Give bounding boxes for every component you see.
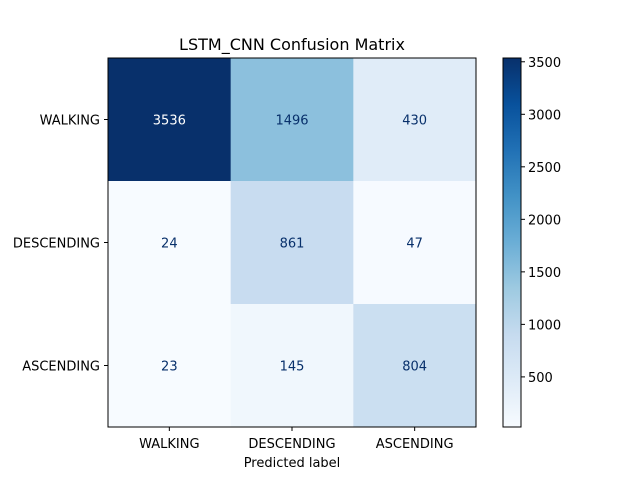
colorbar	[502, 57, 522, 428]
cell-value-label: 23	[161, 360, 178, 375]
cell-value-label: 24	[161, 237, 178, 252]
chart-title: LSTM_CNN Confusion Matrix	[179, 35, 405, 55]
colorbar-tick-label: 2500	[528, 161, 561, 176]
colorbar-tick-label: 500	[528, 371, 553, 386]
y-tick-label: ASCENDING	[22, 360, 100, 375]
heatmap-cell	[353, 58, 477, 182]
heatmap-cell	[108, 58, 232, 182]
x-axis: WALKING DESCENDING ASCENDING	[139, 427, 454, 452]
cell-value-label: 145	[280, 360, 305, 375]
x-axis-label: Predicted label	[244, 456, 341, 471]
heatmap-cell-labels: 3536 1496 430 24 861 47 23 145 804	[153, 114, 427, 375]
cell-value-label: 1496	[275, 114, 308, 129]
colorbar-tick-label: 2000	[528, 213, 561, 228]
heatmap-cell	[108, 181, 232, 305]
x-tick-label: ASCENDING	[376, 437, 454, 452]
colorbar-tick-label: 1000	[528, 318, 561, 333]
colorbar-ticks: 500 1000 1500 2000 2500 3000 3500	[521, 56, 561, 386]
cell-value-label: 3536	[153, 114, 186, 129]
colorbar-tick-label: 3000	[528, 108, 561, 123]
heatmap-cell	[230, 58, 354, 182]
y-tick-label: WALKING	[40, 114, 100, 129]
heatmap-cells	[108, 58, 477, 428]
heatmap-cell	[353, 181, 477, 305]
y-tick-label: DESCENDING	[13, 237, 100, 252]
y-axis: WALKING DESCENDING ASCENDING	[13, 114, 108, 375]
x-tick-label: WALKING	[139, 437, 199, 452]
cell-value-label: 47	[406, 237, 423, 252]
cell-value-label: 861	[280, 237, 305, 252]
colorbar-tick-label: 3500	[528, 56, 561, 71]
cell-value-label: 430	[402, 114, 427, 129]
heatmap-cell	[353, 304, 477, 428]
cell-value-label: 804	[402, 360, 427, 375]
x-tick-label: DESCENDING	[248, 437, 335, 452]
heatmap-cell	[230, 181, 354, 305]
heatmap-cell	[108, 304, 232, 428]
colorbar-tick-label: 1500	[528, 266, 561, 281]
heatmap-cell	[230, 304, 354, 428]
